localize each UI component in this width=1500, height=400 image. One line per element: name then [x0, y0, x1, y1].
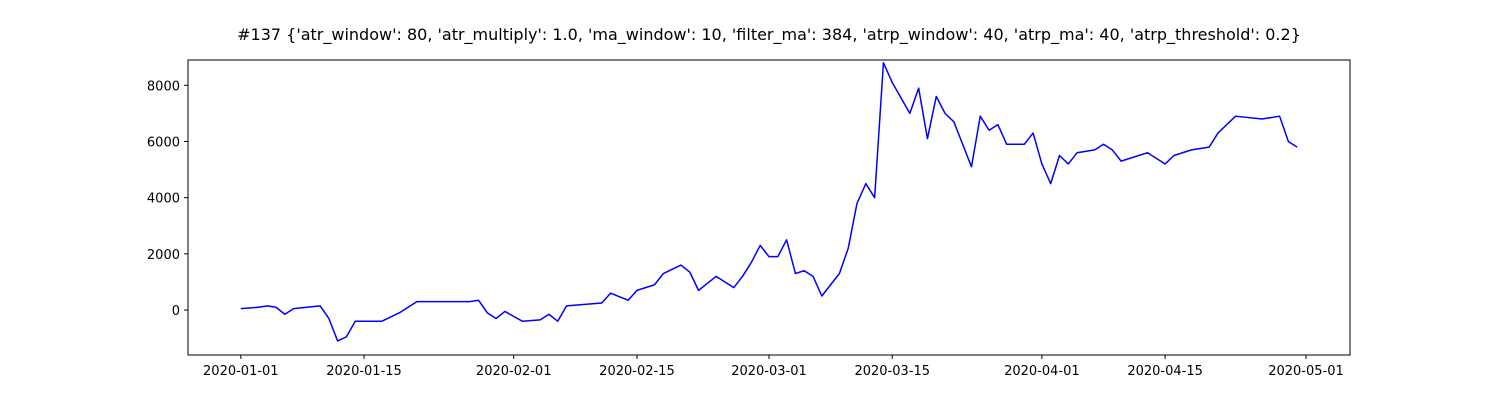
x-tick-label: 2020-02-15: [599, 364, 675, 379]
y-tick-label: 6000: [147, 135, 180, 150]
y-tick-label: 4000: [147, 192, 180, 207]
x-tick-label: 2020-02-01: [476, 364, 552, 379]
x-tick-label: 2020-04-15: [1127, 364, 1203, 379]
y-tick-label: 8000: [147, 79, 180, 94]
x-tick-label: 2020-03-01: [731, 364, 807, 379]
plot-frame: [187, 59, 1351, 356]
data-line: [240, 62, 1298, 342]
y-tick-label: 2000: [147, 248, 180, 263]
x-tick-label: 2020-03-15: [854, 364, 930, 379]
y-tick-label: 0: [172, 304, 180, 319]
chart-title: #137 {'atr_window': 80, 'atr_multiply': …: [237, 25, 1301, 45]
x-tick-label: 2020-01-15: [326, 364, 402, 379]
x-tick-label: 2020-05-01: [1268, 364, 1344, 379]
x-tick-label: 2020-01-01: [203, 364, 279, 379]
x-tick-label: 2020-04-01: [1004, 364, 1080, 379]
